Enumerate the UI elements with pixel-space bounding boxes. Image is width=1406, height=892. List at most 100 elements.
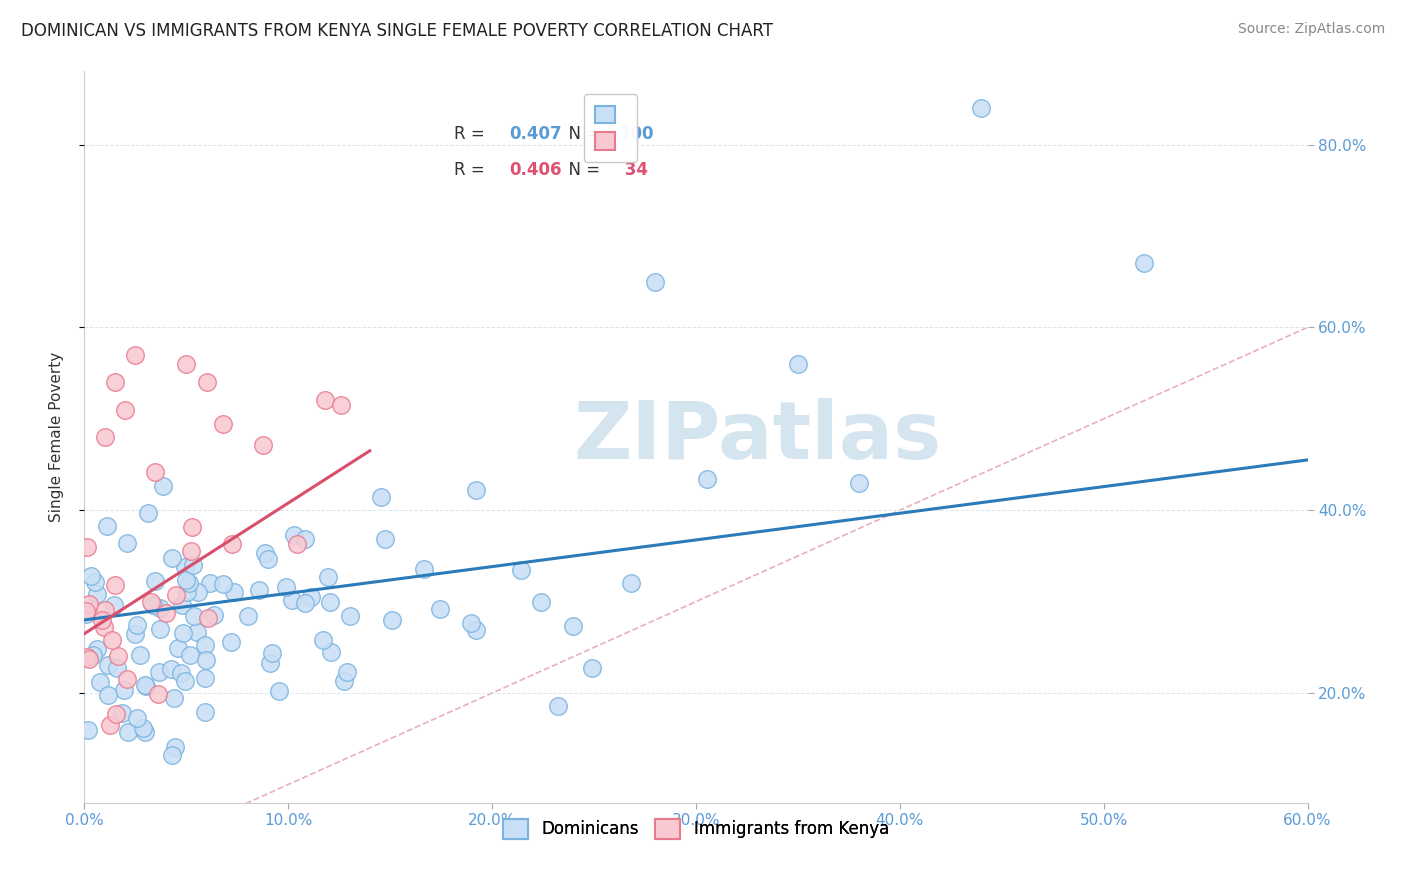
Point [179, 648, 201, 663]
Point [339, 608, 361, 623]
Text: 100: 100 [619, 125, 654, 143]
Point [105, 661, 128, 675]
Point [93, 620, 115, 634]
Point [98, 717, 121, 731]
Point [146, 687, 169, 701]
Point [141, 595, 163, 609]
Point [77, 723, 100, 738]
Point [274, 580, 297, 594]
Point [75, 607, 97, 621]
Point [212, 576, 235, 591]
Point [96, 519, 118, 533]
Point [76, 650, 98, 665]
Text: Source: ZipAtlas.com: Source: ZipAtlas.com [1237, 22, 1385, 37]
Text: 34: 34 [619, 161, 648, 179]
Point [460, 616, 482, 631]
Point [135, 679, 157, 693]
Point [149, 600, 172, 615]
Point [259, 656, 281, 670]
Point [413, 562, 436, 576]
Point [180, 520, 202, 534]
Point [562, 619, 585, 633]
Point [187, 585, 209, 599]
Point [163, 691, 186, 706]
Point [107, 648, 129, 663]
Point [183, 608, 205, 623]
Point [644, 275, 666, 289]
Point [160, 551, 183, 566]
Point [97, 658, 120, 673]
Point [294, 596, 316, 610]
Point [252, 438, 274, 452]
Point [111, 706, 134, 721]
Point [173, 559, 195, 574]
Point [104, 578, 127, 592]
Point [104, 375, 127, 389]
Point [134, 678, 156, 692]
Point [280, 592, 302, 607]
Point [145, 574, 167, 589]
Point [142, 598, 165, 612]
Point [89, 675, 111, 690]
Point [333, 674, 356, 689]
Point [172, 626, 194, 640]
Point [124, 627, 146, 641]
Point [221, 537, 243, 551]
Point [970, 101, 993, 115]
Point [848, 475, 870, 490]
Point [86, 587, 108, 601]
Point [76, 540, 98, 554]
Point [321, 645, 343, 659]
Legend: Dominicans, Immigrants from Kenya: Dominicans, Immigrants from Kenya [496, 812, 896, 846]
Point [180, 544, 202, 558]
Point [260, 646, 283, 660]
Point [131, 721, 153, 735]
Point [581, 661, 603, 675]
Point [143, 465, 166, 479]
Point [330, 398, 353, 412]
Point [94, 603, 117, 617]
Point [174, 673, 197, 688]
Text: DOMINICAN VS IMMIGRANTS FROM KENYA SINGLE FEMALE POVERTY CORRELATION CHART: DOMINICAN VS IMMIGRANTS FROM KENYA SINGL… [21, 22, 773, 40]
Point [547, 699, 569, 714]
Point [787, 357, 810, 371]
Point [181, 558, 204, 572]
Point [174, 357, 197, 371]
Point [336, 665, 359, 680]
Point [316, 570, 339, 584]
Point [222, 585, 245, 599]
Point [97, 689, 120, 703]
Text: ZIPatlas: ZIPatlas [574, 398, 941, 476]
Point [84, 574, 107, 589]
Point [170, 666, 193, 681]
Text: R =: R = [454, 125, 489, 143]
Point [219, 634, 242, 648]
Y-axis label: Single Female Poverty: Single Female Poverty [49, 352, 63, 522]
Point [696, 472, 718, 486]
Point [194, 638, 217, 652]
Point [127, 711, 149, 725]
Point [256, 552, 278, 566]
Point [112, 682, 135, 697]
Point [464, 483, 486, 497]
Point [429, 602, 451, 616]
Point [101, 633, 124, 648]
Point [160, 747, 183, 762]
Point [136, 506, 159, 520]
Point [202, 608, 225, 623]
Point [381, 613, 404, 627]
Point [312, 632, 335, 647]
Text: 0.407: 0.407 [509, 125, 561, 143]
Point [82, 648, 104, 662]
Point [117, 672, 139, 686]
Point [148, 665, 170, 680]
Point [80, 569, 103, 583]
Point [172, 598, 194, 612]
Point [194, 671, 217, 685]
Point [163, 739, 186, 754]
Point [160, 662, 183, 676]
Point [125, 617, 148, 632]
Point [197, 611, 219, 625]
Text: 0.406: 0.406 [509, 161, 561, 179]
Point [174, 573, 197, 587]
